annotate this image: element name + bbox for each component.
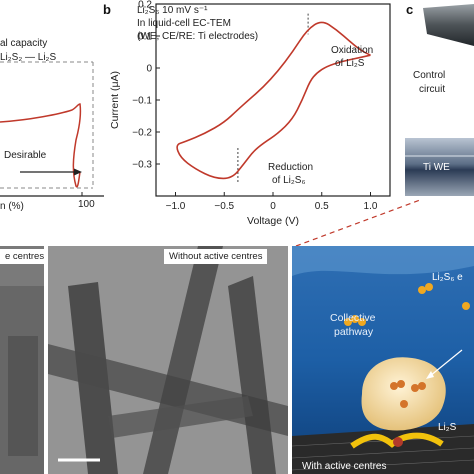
panel-a-curve: [0, 103, 82, 188]
x-tick-label: 1.0: [364, 201, 378, 212]
panel-a-desirable: Desirable: [2, 150, 49, 161]
panel-b-annotation-line2: In liquid-cell EC-TEM: [137, 18, 231, 29]
panel-c-illustration: [405, 4, 474, 196]
panel-a-legend-line1: al capacity: [0, 38, 48, 49]
panel-c-ti-we: Ti WE: [423, 162, 450, 173]
illustration-li2s6: Li₂S₆ e: [432, 272, 463, 283]
panel-a-legend-line2: Li₂S₂ — Li₂S: [0, 52, 57, 63]
y-tick-label: 0.2: [138, 0, 152, 11]
ti-we-chip-photo: [405, 138, 474, 196]
x-tick-label: 0.5: [315, 201, 329, 212]
active-centre-wings: [350, 432, 444, 449]
x-tick-label: −0.5: [214, 201, 234, 212]
tem-right-label: Without active centres: [164, 249, 268, 264]
illustration-collective: Collective: [330, 312, 376, 324]
y-axis-label: Current (μA): [109, 71, 121, 129]
nanorod: [228, 276, 276, 474]
nanorod: [108, 396, 253, 438]
panel-a-plot: [0, 61, 104, 197]
tem-left-texture: [0, 246, 44, 474]
panel-a: al capacity Li₂S₂ — Li₂S Desirable n (%)…: [0, 0, 106, 230]
panel-b-letter: b: [103, 2, 111, 17]
panel-b-reduction-line1: Reduction: [268, 162, 314, 173]
panel-c-letter: c: [406, 2, 414, 17]
tem-right-texture: [48, 246, 288, 474]
panel-a-xtick-100: 100: [78, 199, 95, 210]
panel-b-annotation-header: Li₂S₆ 10 mV s⁻¹: [137, 5, 208, 16]
cv-curve: [176, 21, 371, 180]
illustration-li2s: Li₂S: [438, 422, 457, 433]
panel-a-arrow-head: [74, 168, 82, 176]
panel-c: Control circuit Ti WE: [405, 0, 474, 240]
pathway-arrow: [429, 349, 463, 377]
li2s-blob: [361, 357, 446, 431]
panel-b-reduction-line2: of Li₂S₆: [272, 175, 306, 186]
panel-b-oxidation-line2: of Li₂S: [335, 58, 365, 69]
panel-c-label-circuit: circuit: [419, 84, 446, 95]
tem-right-image: [48, 246, 288, 474]
panel-c-label-control: Control: [413, 70, 446, 81]
li2s6-particles: [344, 283, 470, 326]
cluster-particles: [390, 380, 426, 408]
illustration-pathway: pathway: [334, 326, 374, 338]
active-centre: [393, 437, 403, 447]
y-tick-label: 0: [146, 64, 152, 75]
illustration-panel: Collective pathway Li₂S₆ e Li₂S With act…: [292, 246, 474, 474]
water-surface: [292, 246, 474, 276]
y-tick-label: −0.3: [132, 160, 152, 171]
illustration-scene: [292, 246, 474, 474]
y-tick-label: −0.2: [132, 128, 152, 139]
pathway-arrow-head: [426, 371, 434, 379]
panel-b-oxidation-line1: Oxidation: [331, 45, 374, 56]
tem-left-image: [0, 246, 44, 474]
tem-holder-photo: [423, 4, 474, 46]
x-axis-label: Voltage (V): [247, 215, 299, 227]
panel-a-xlabel: n (%): [0, 201, 24, 212]
x-tick-label: 0: [270, 201, 276, 212]
x-tick-label: −1.0: [166, 201, 186, 212]
y-tick-label: 0.1: [138, 32, 152, 43]
tem-left-label: e centres: [0, 249, 50, 264]
panel-b-annotation-line3: (WE, CE/RE: Ti electrodes): [137, 31, 259, 42]
y-tick-label: −0.1: [132, 96, 152, 107]
illustration-with-active: With active centres: [302, 461, 387, 472]
